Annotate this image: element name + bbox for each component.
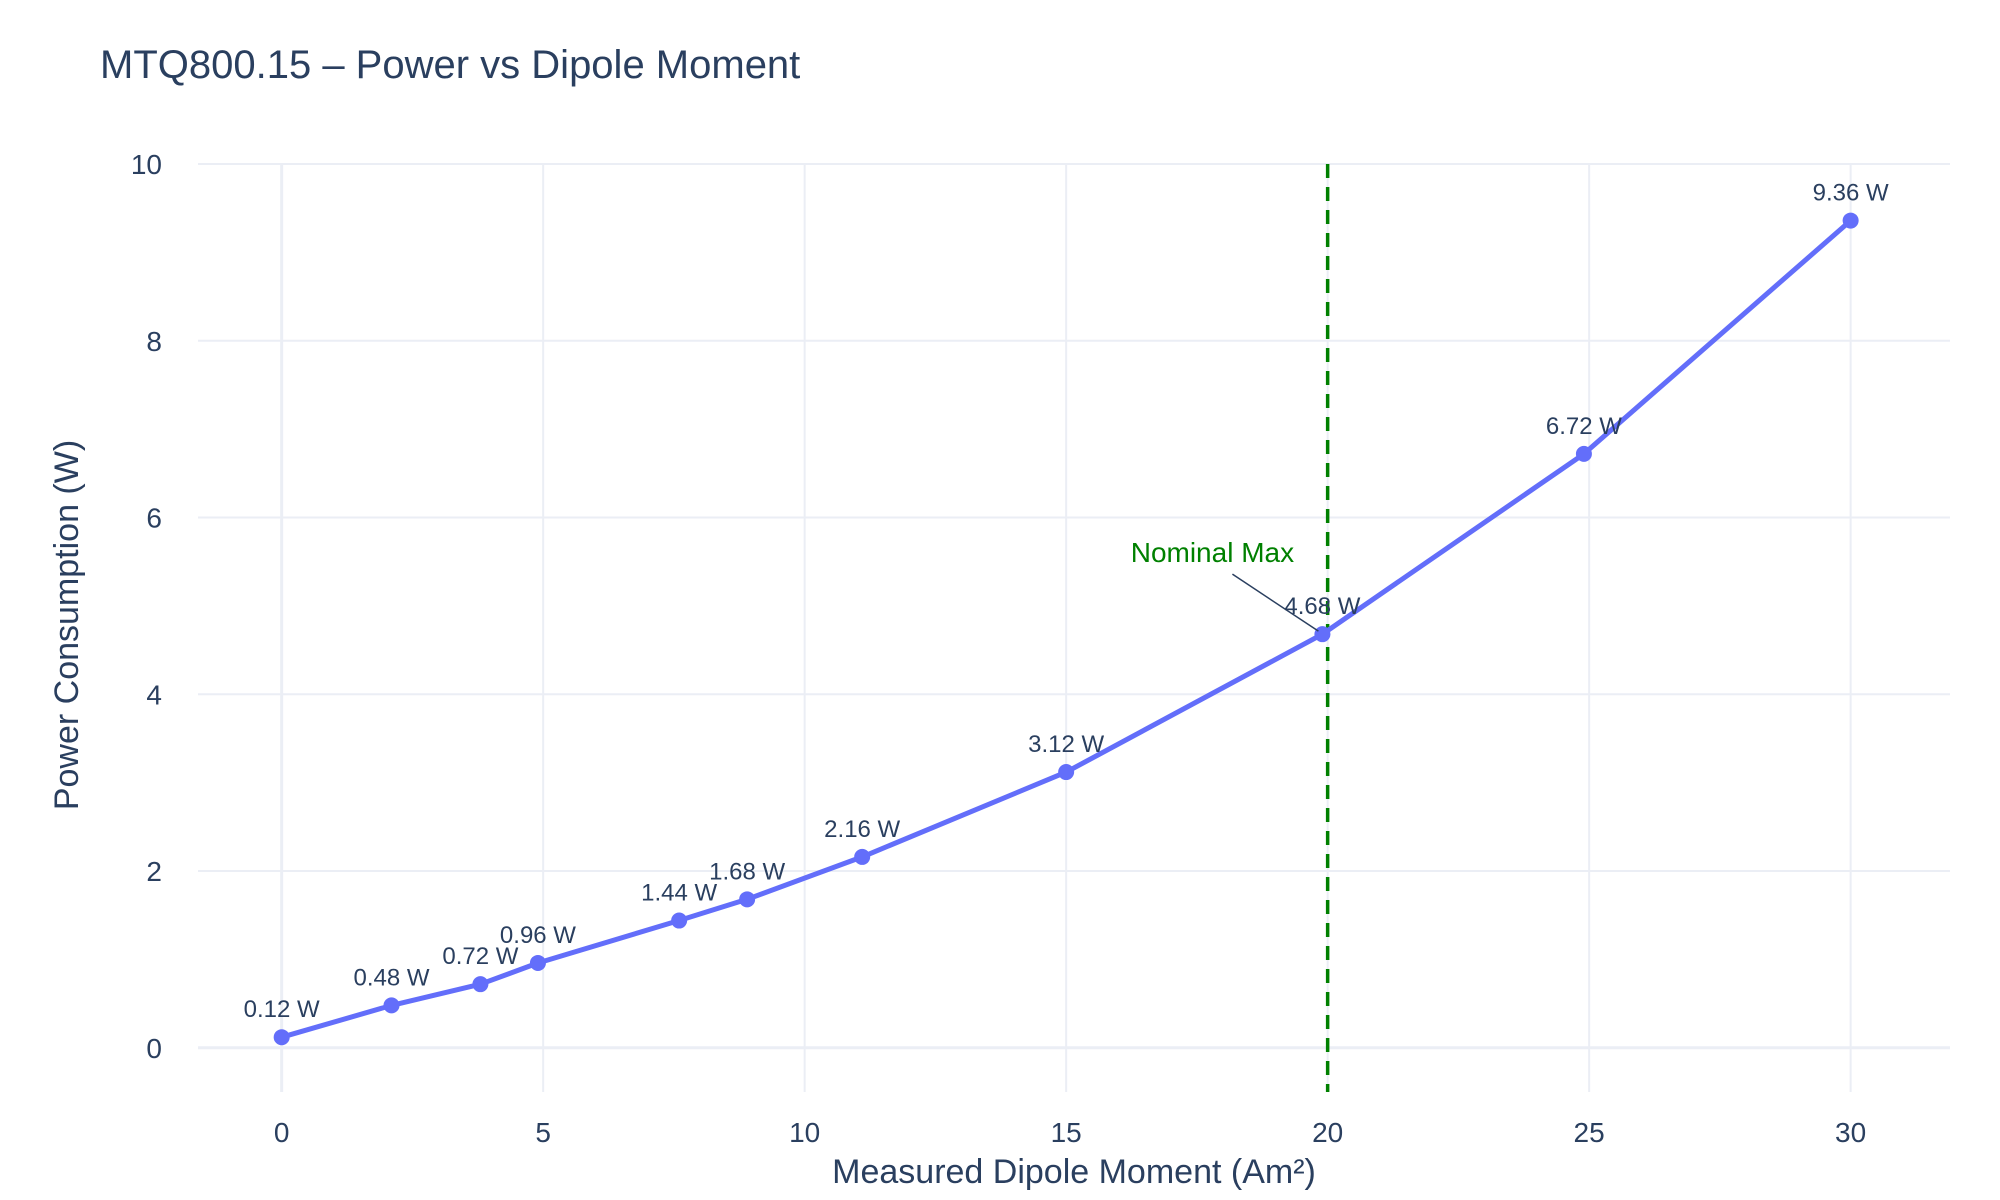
data-label: 0.12 W: [244, 996, 320, 1023]
x-tick-label: 15: [1051, 1117, 1082, 1148]
data-label: 3.12 W: [1028, 731, 1104, 758]
data-label: 1.68 W: [709, 858, 785, 885]
x-tick-label: 0: [274, 1117, 290, 1148]
y-tick-label: 10: [131, 149, 162, 180]
data-point[interactable]: [1842, 212, 1859, 229]
x-tick-label: 20: [1312, 1117, 1343, 1148]
grid-layer: [198, 163, 1950, 1092]
data-label: 0.72 W: [442, 943, 518, 970]
data-point[interactable]: [383, 997, 400, 1014]
x-axis-title: Measured Dipole Moment (Am²): [832, 1153, 1316, 1191]
data-label: 2.16 W: [824, 816, 900, 843]
data-point[interactable]: [739, 891, 756, 908]
y-tick-label: 2: [146, 856, 162, 887]
data-point[interactable]: [472, 976, 489, 993]
y-tick-label: 8: [146, 326, 162, 357]
x-tick-label: 25: [1574, 1117, 1605, 1148]
data-label: 0.48 W: [353, 964, 429, 991]
data-label: 6.72 W: [1546, 413, 1622, 440]
data-label: 9.36 W: [1813, 180, 1889, 207]
data-labels-layer: 0.12 W 0.48 W 0.72 W0.96 W 1.44 W1.68 W 2.16…: [244, 180, 1889, 1024]
y-tick-label: 6: [146, 503, 162, 534]
annotation-layer: Nominal Max: [1131, 537, 1319, 632]
x-tick-label: 30: [1835, 1117, 1866, 1148]
annotation-label: Nominal Max: [1131, 537, 1294, 568]
series-layer: [273, 212, 1859, 1046]
data-point[interactable]: [1575, 445, 1592, 462]
annotation-arrow: [1232, 573, 1319, 632]
x-tick-label: 5: [535, 1117, 551, 1148]
data-point[interactable]: [1314, 626, 1331, 643]
data-point[interactable]: [273, 1029, 290, 1046]
x-tick-label: 10: [789, 1117, 820, 1148]
data-label: 1.44 W: [641, 880, 717, 907]
data-point[interactable]: [1058, 764, 1075, 781]
data-label: 4.68 W: [1284, 593, 1360, 620]
data-point[interactable]: [854, 848, 871, 865]
data-point[interactable]: [529, 954, 546, 971]
y-tick-label: 4: [146, 679, 162, 710]
chart-title: MTQ800.15 – Power vs Dipole Moment: [100, 43, 800, 87]
y-tick-label: 0: [146, 1033, 162, 1064]
data-point[interactable]: [671, 912, 688, 929]
tick-labels: 0 5 10 15 20 25 30 0 2 4 6 8 10: [131, 149, 1866, 1148]
y-axis-title: Power Consumption (W): [48, 440, 86, 810]
data-label: 0.96 W: [500, 922, 576, 949]
